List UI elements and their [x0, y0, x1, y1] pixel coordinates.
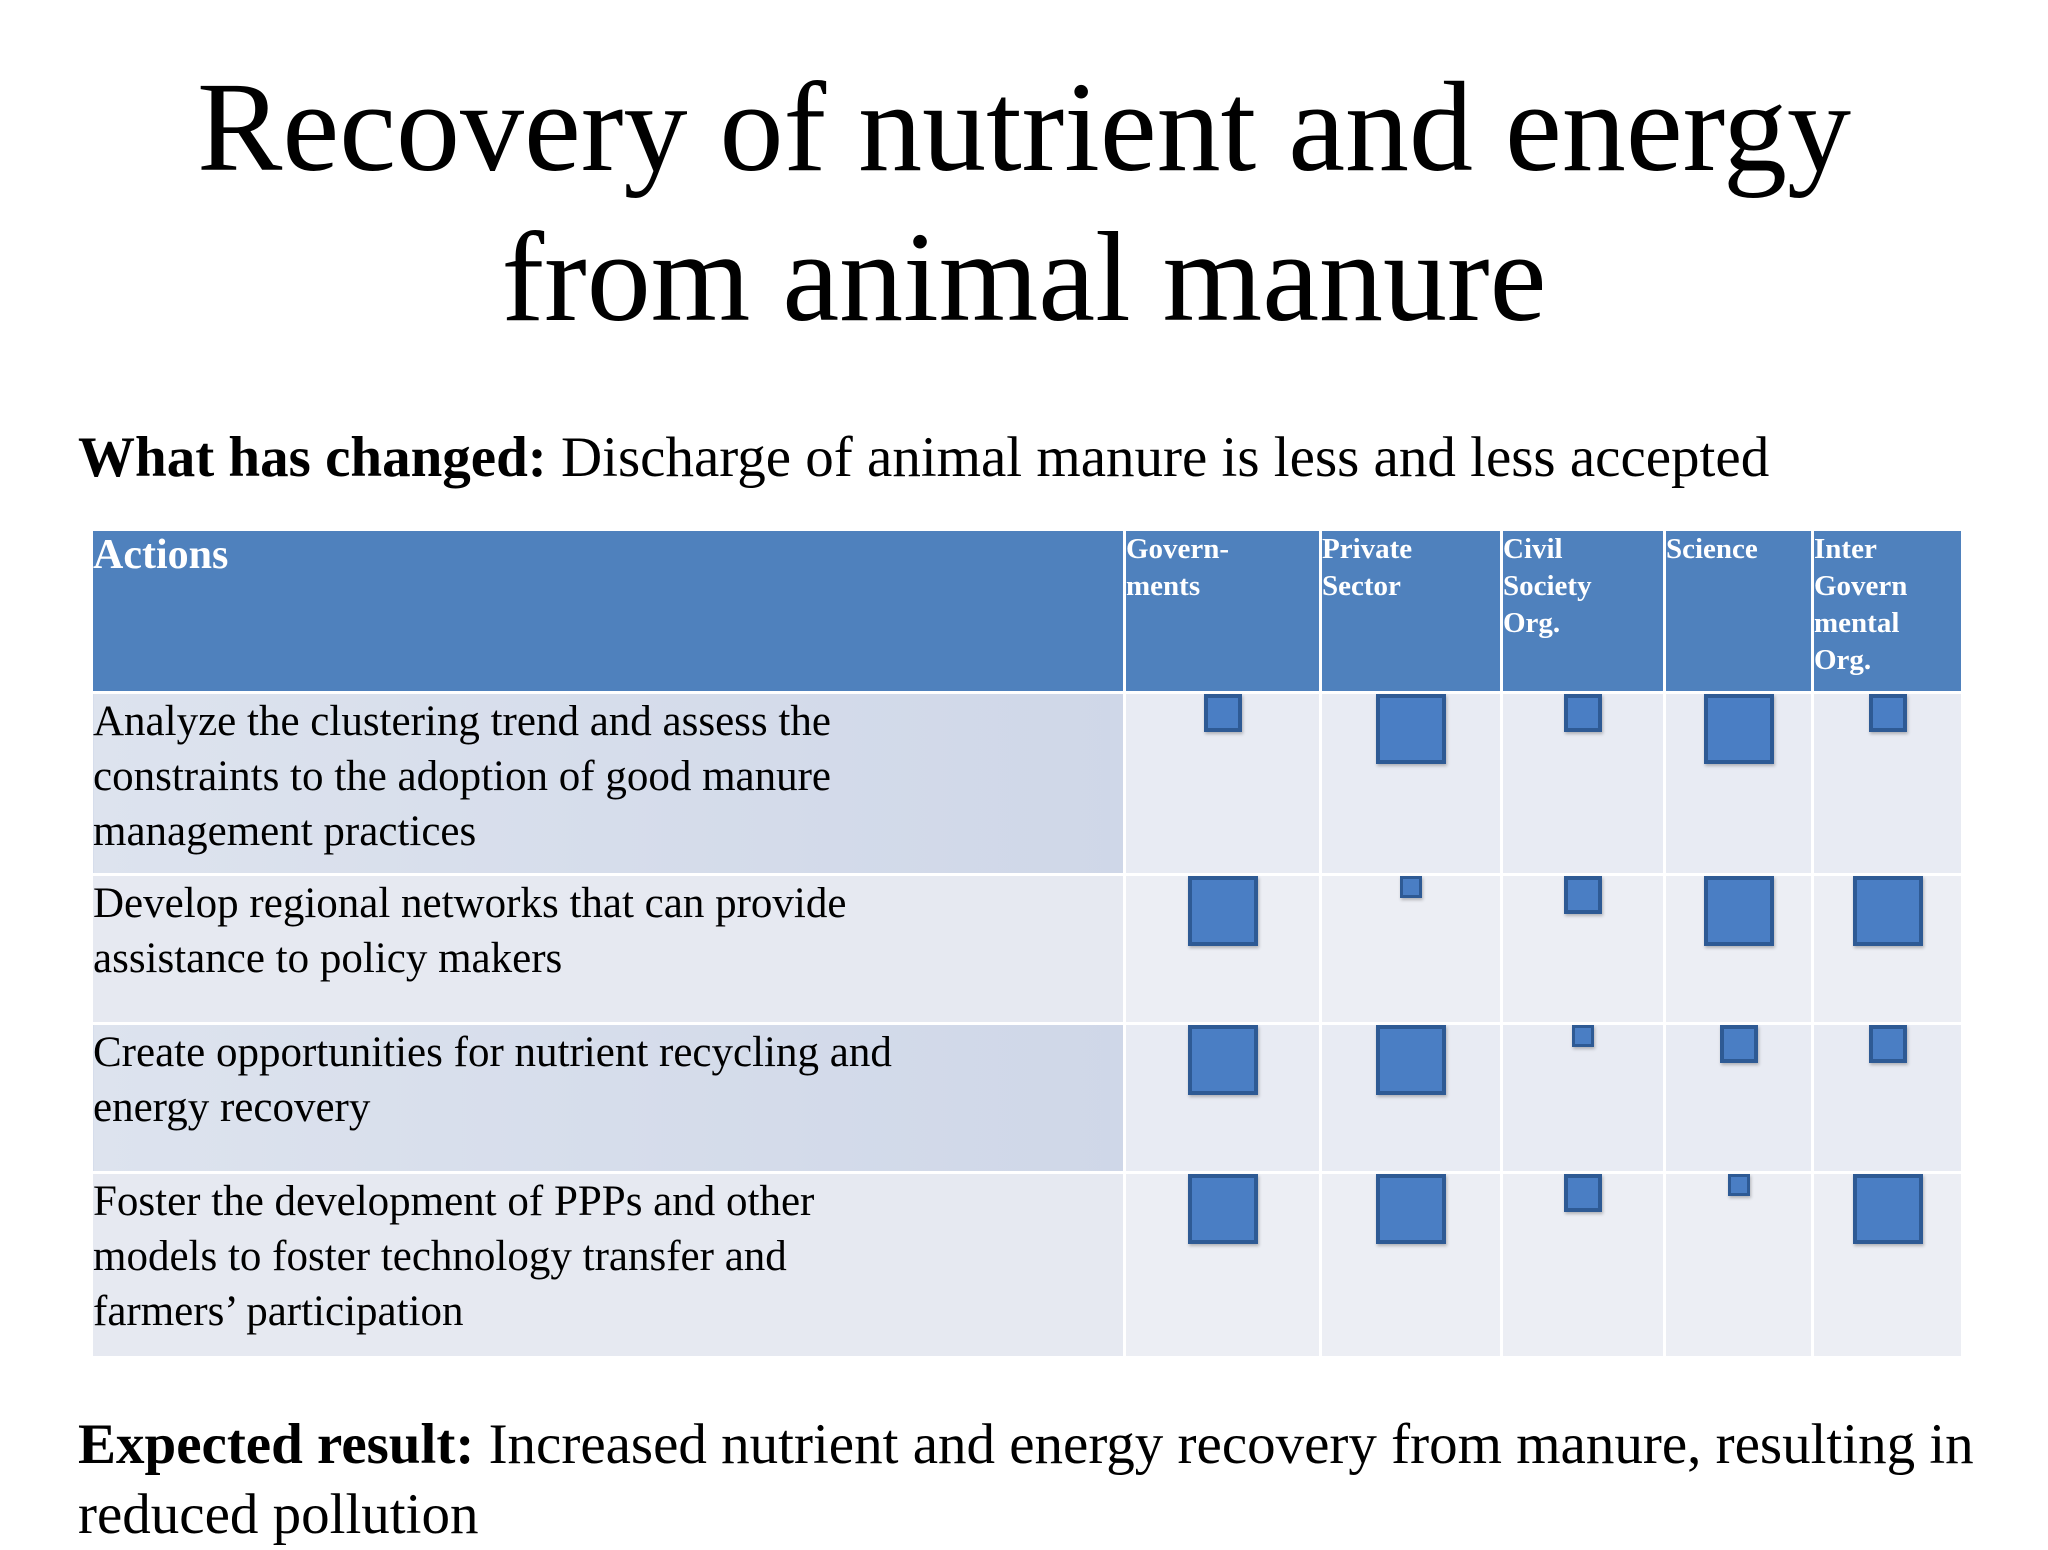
level-cell — [1123, 691, 1322, 876]
actions-table: Actions Govern- ments Private Sector Civ… — [90, 528, 1964, 1359]
level-square — [1187, 876, 1258, 946]
action-text-line: farmers’ participation — [93, 1288, 464, 1335]
header-science-line: Science — [1666, 533, 1758, 565]
action-text-line: Create opportunities for nutrient recycl… — [93, 1029, 892, 1076]
header-intergovernmental: Inter Govern mental Org. — [1811, 528, 1964, 694]
header-actions: Actions — [90, 528, 1126, 694]
table-header-row: Actions Govern- ments Private Sector Civ… — [90, 528, 1964, 694]
header-science: Science — [1663, 528, 1814, 694]
header-governments-line: ments — [1126, 570, 1201, 602]
action-cell: Create opportunities for nutrient recycl… — [90, 1022, 1126, 1174]
header-private-sector: Private Sector — [1319, 528, 1503, 694]
header-governments-line: Govern- — [1126, 533, 1230, 565]
level-cell — [1811, 1171, 1964, 1359]
action-text-line: constraints to the adoption of good manu… — [93, 753, 832, 800]
level-cell — [1500, 1022, 1666, 1174]
header-intergovernmental-line: Inter — [1814, 533, 1877, 565]
level-square — [1703, 694, 1774, 764]
table-row: Analyze the clustering trend and assess … — [90, 691, 1964, 876]
header-civil-society-line: Civil — [1503, 533, 1563, 565]
level-cell — [1663, 691, 1814, 876]
header-civil-society-line: Org. — [1503, 607, 1561, 639]
level-square — [1852, 1174, 1923, 1244]
table-row: Develop regional networks that can provi… — [90, 873, 1964, 1025]
level-square — [1572, 1025, 1594, 1047]
level-square — [1703, 876, 1774, 946]
level-square — [1868, 694, 1907, 732]
level-square — [1187, 1174, 1258, 1244]
expected-result-label: Expected result: — [78, 1413, 475, 1476]
level-square — [1564, 694, 1602, 732]
level-square — [1564, 1174, 1602, 1212]
level-cell — [1811, 691, 1964, 876]
level-cell — [1123, 873, 1322, 1025]
level-cell — [1663, 1171, 1814, 1359]
level-cell — [1500, 1171, 1666, 1359]
level-cell — [1319, 1022, 1503, 1174]
header-governments: Govern- ments — [1123, 528, 1322, 694]
level-square — [1564, 876, 1602, 914]
level-square — [1376, 694, 1446, 764]
level-square — [1187, 1025, 1258, 1095]
action-cell: Develop regional networks that can provi… — [90, 873, 1126, 1025]
action-cell: Foster the development of PPPs and other… — [90, 1171, 1126, 1359]
what-has-changed: What has changed: Discharge of animal ma… — [78, 425, 1769, 491]
header-private-sector-line: Sector — [1322, 570, 1401, 602]
level-cell — [1123, 1022, 1322, 1174]
level-cell — [1319, 1171, 1503, 1359]
level-cell — [1663, 1022, 1814, 1174]
action-text-line: models to foster technology transfer and — [93, 1233, 787, 1280]
header-civil-society: Civil Society Org. — [1500, 528, 1666, 694]
level-cell — [1319, 691, 1503, 876]
action-text-line: Foster the development of PPPs and other — [93, 1178, 815, 1225]
level-cell — [1811, 873, 1964, 1025]
table-row: Create opportunities for nutrient recycl… — [90, 1022, 1964, 1174]
action-text-line: management practices — [93, 808, 477, 855]
header-intergovernmental-line: Govern — [1814, 570, 1908, 602]
level-cell — [1319, 873, 1503, 1025]
expected-result: Expected result: Increased nutrient and … — [78, 1410, 1978, 1550]
action-text-line: assistance to policy makers — [93, 935, 563, 982]
header-private-sector-line: Private — [1322, 533, 1413, 565]
level-square — [1868, 1025, 1907, 1063]
what-has-changed-text: Discharge of animal manure is less and l… — [546, 426, 1770, 489]
header-intergovernmental-line: mental — [1814, 607, 1900, 639]
level-cell — [1500, 691, 1666, 876]
level-cell — [1811, 1022, 1964, 1174]
action-cell: Analyze the clustering trend and assess … — [90, 691, 1126, 876]
action-text-line: Analyze the clustering trend and assess … — [93, 698, 831, 745]
table-row: Foster the development of PPPs and other… — [90, 1171, 1964, 1359]
header-intergovernmental-line: Org. — [1814, 644, 1872, 676]
level-square — [1719, 1025, 1758, 1063]
what-has-changed-label: What has changed: — [78, 426, 547, 489]
level-square — [1852, 876, 1923, 946]
level-cell — [1663, 873, 1814, 1025]
action-text-line: Develop regional networks that can provi… — [93, 880, 847, 927]
level-cell — [1123, 1171, 1322, 1359]
level-square — [1727, 1174, 1750, 1196]
slide-title: Recovery of nutrient and energy from ani… — [0, 52, 2048, 352]
level-square — [1203, 694, 1242, 732]
title-line-2: from animal manure — [501, 206, 1547, 348]
expected-result-text: Increased nutrient and energy recovery f… — [78, 1413, 1974, 1546]
header-civil-society-line: Society — [1503, 570, 1592, 602]
title-line-1: Recovery of nutrient and energy — [197, 56, 1851, 198]
level-cell — [1500, 873, 1666, 1025]
action-text-line: energy recovery — [93, 1084, 371, 1131]
level-square — [1376, 1174, 1446, 1244]
level-square — [1376, 1025, 1446, 1095]
level-square — [1400, 876, 1422, 898]
